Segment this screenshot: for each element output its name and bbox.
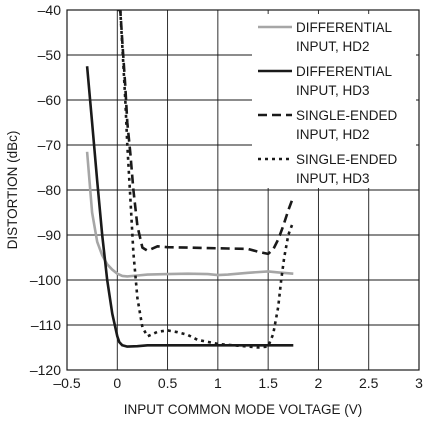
legend-label-3: INPUT, HD2 <box>296 127 370 142</box>
y-tick-label: –40 <box>38 2 62 18</box>
x-tick-label: 3 <box>415 375 423 391</box>
y-tick-labels: –120 –110 –100 –90 –80 –70 –60 –50 –40 <box>30 2 61 378</box>
y-tick-label: –80 <box>38 182 62 198</box>
legend-label-1: DIFFERENTIAL <box>296 20 393 35</box>
y-axis-label: DISTORTION (dBc) <box>5 131 20 250</box>
x-tick-labels: –0.5 0 0.5 1 1.5 2 2.5 3 <box>53 375 423 391</box>
legend-label-2: DIFFERENTIAL <box>296 64 393 79</box>
legend-label-3: SINGLE-ENDED <box>296 108 398 123</box>
series-line-4 <box>119 10 295 349</box>
x-axis-label: INPUT COMMON MODE VOLTAGE (V) <box>124 402 363 417</box>
y-tick-label: –50 <box>38 47 62 63</box>
x-tick-label: 1.5 <box>258 375 278 391</box>
x-tick-label: 2.5 <box>359 375 379 391</box>
plot-frame <box>66 9 420 371</box>
legend-label-4: INPUT, HD3 <box>296 171 370 186</box>
x-tick-label: 0 <box>113 375 121 391</box>
y-tick-label: –60 <box>38 92 62 108</box>
y-tick-label: –90 <box>38 227 62 243</box>
series-layer <box>85 10 295 349</box>
x-tick-label: 1 <box>214 375 222 391</box>
x-tick-label: 0.5 <box>158 375 178 391</box>
legend-label-4: SINGLE-ENDED <box>296 152 398 167</box>
x-tick-label: 2 <box>315 375 323 391</box>
y-tick-label: –120 <box>30 362 61 378</box>
series-line-2 <box>85 66 294 348</box>
y-tick-label: –100 <box>30 272 61 288</box>
legend-label-2: INPUT, HD3 <box>296 83 370 98</box>
y-tick-label: –70 <box>38 137 62 153</box>
legend: DIFFERENTIAL INPUT, HD2 DIFFERENTIAL INPUT,… <box>252 14 416 188</box>
x-tick-label: –0.5 <box>53 375 80 391</box>
y-tick-label: –110 <box>31 317 61 333</box>
legend-label-1: INPUT, HD2 <box>296 39 370 54</box>
series-line-1 <box>85 151 294 278</box>
